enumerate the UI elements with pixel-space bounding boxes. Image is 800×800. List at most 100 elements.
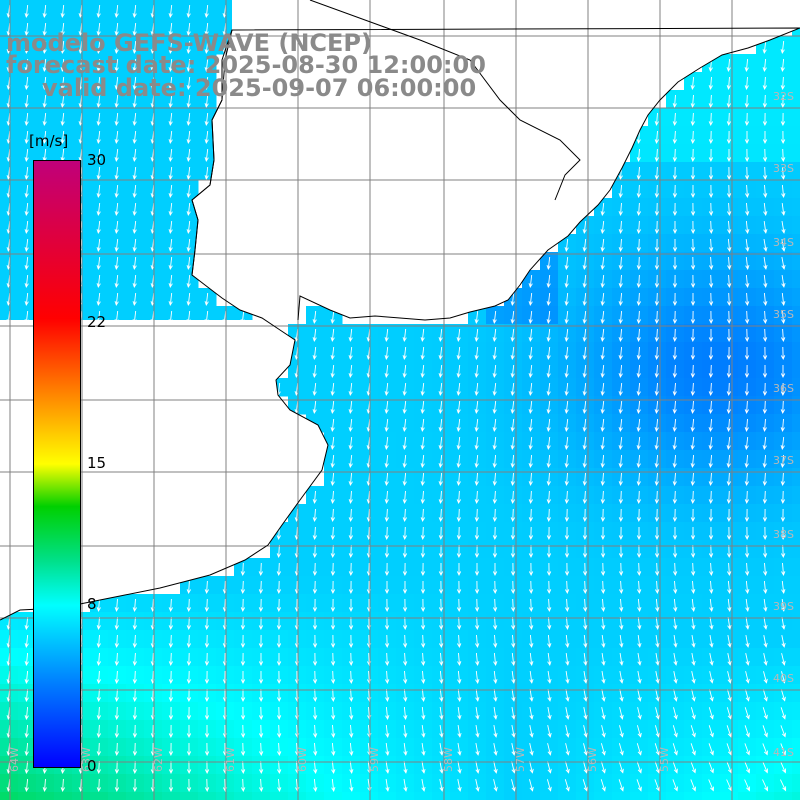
- lat-label: 35S: [773, 308, 794, 321]
- wind-arrow: [547, 652, 552, 667]
- wind-arrow: [258, 598, 264, 613]
- lon-label: 62W: [152, 747, 165, 772]
- wind-arrow: [654, 220, 660, 235]
- wind-arrow: [114, 706, 119, 721]
- wind-arrow: [168, 706, 174, 721]
- wind-arrow: [763, 635, 768, 648]
- wind-arrow: [779, 779, 787, 792]
- wind-arrow: [457, 688, 462, 703]
- wind-arrow: [727, 598, 732, 613]
- wind-arrow: [762, 112, 768, 127]
- wind-arrow: [600, 544, 606, 559]
- wind-arrow: [402, 346, 407, 361]
- wind-arrow: [672, 94, 677, 109]
- wind-arrow: [763, 166, 768, 181]
- wind-arrow: [672, 743, 678, 756]
- wind-arrow: [511, 671, 516, 684]
- wind-arrow: [690, 472, 695, 487]
- wind-arrow: [636, 418, 641, 433]
- wind-arrow: [312, 328, 317, 343]
- wind-cell: [648, 774, 667, 793]
- wind-arrow: [348, 634, 354, 649]
- wind-arrow: [762, 436, 767, 451]
- wind-arrow: [168, 670, 174, 685]
- wind-arrow: [601, 580, 606, 595]
- wind-arrow: [258, 671, 264, 685]
- wind-arrow: [474, 328, 479, 343]
- wind-cell: [558, 738, 577, 757]
- wind-arrow: [726, 707, 732, 720]
- wind-arrow: [654, 418, 659, 433]
- wind-arrow: [114, 688, 119, 703]
- wind-cell: [774, 216, 793, 235]
- wind-arrow: [726, 94, 731, 109]
- wind-arrow: [475, 707, 480, 720]
- wind-arrow: [186, 598, 191, 613]
- wind-arrow: [312, 346, 317, 361]
- wind-arrow: [402, 328, 407, 343]
- wind-cell: [288, 792, 307, 800]
- wind-arrow: [511, 689, 516, 702]
- wind-arrow: [276, 688, 282, 703]
- wind-arrow: [438, 472, 443, 487]
- wind-arrow: [42, 22, 47, 37]
- wind-cell: [558, 702, 577, 721]
- wind-cell: [576, 702, 595, 721]
- wind-arrow: [96, 724, 101, 739]
- wind-arrow: [636, 202, 641, 217]
- wind-arrow: [475, 670, 480, 685]
- wind-arrow: [618, 382, 623, 397]
- wind-arrow: [528, 292, 533, 307]
- wind-arrow: [672, 436, 677, 451]
- wind-cell: [558, 666, 577, 685]
- wind-arrow: [726, 400, 731, 415]
- wind-cell: [756, 756, 775, 775]
- wind-arrow: [456, 382, 461, 397]
- wind-cell: [630, 612, 649, 631]
- wind-arrow: [708, 130, 714, 145]
- wind-cell: [720, 756, 739, 775]
- wind-arrow: [601, 707, 606, 720]
- wind-arrow: [709, 671, 714, 684]
- wind-arrow: [636, 454, 641, 469]
- wind-arrow: [636, 256, 641, 271]
- wind-arrow: [114, 40, 119, 55]
- wind-arrow: [420, 364, 425, 379]
- wind-arrow: [456, 598, 462, 613]
- wind-arrow: [384, 544, 390, 559]
- wind-arrow: [420, 490, 425, 505]
- wind-arrow: [708, 472, 713, 487]
- wind-arrow: [96, 742, 101, 757]
- wind-arrow: [762, 40, 767, 55]
- wind-arrow: [744, 472, 749, 487]
- wind-cell: [612, 612, 631, 631]
- wind-arrow: [132, 760, 138, 775]
- wind-cell: [576, 720, 595, 739]
- wind-arrow: [96, 148, 101, 163]
- wind-cell: [558, 684, 577, 703]
- wind-arrow: [636, 544, 642, 559]
- longitude-labels: 64W 63W 62W 61W 60W 59W 58W 57W 56W 55W: [8, 747, 671, 772]
- wind-arrow: [708, 94, 713, 109]
- wind-arrow: [637, 689, 642, 702]
- wind-arrow: [654, 346, 659, 361]
- wind-arrow: [384, 616, 390, 631]
- wind-arrow: [204, 742, 210, 757]
- wind-arrow: [439, 779, 444, 792]
- wind-arrow: [636, 364, 641, 379]
- wind-cell: [702, 684, 721, 703]
- wind-arrow: [636, 527, 642, 541]
- wind-arrow: [132, 184, 137, 199]
- wind-arrow: [619, 598, 624, 613]
- wind-arrow: [475, 634, 480, 649]
- wind-arrow: [24, 760, 29, 775]
- wind-arrow: [600, 454, 605, 469]
- wind-arrow: [312, 652, 318, 667]
- wind-arrow: [781, 617, 786, 630]
- wind-cell: [666, 702, 685, 721]
- wind-arrow: [168, 148, 173, 163]
- wind-arrow: [348, 382, 353, 397]
- wind-arrow: [654, 454, 659, 469]
- wind-arrow: [114, 760, 120, 775]
- wind-arrow: [582, 292, 587, 307]
